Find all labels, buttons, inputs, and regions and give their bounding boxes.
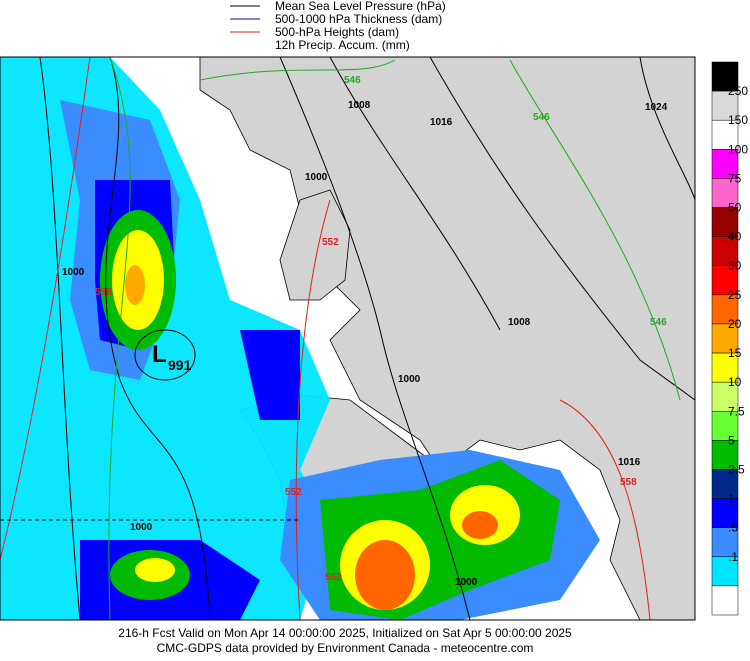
- colorbar-label: 10: [728, 375, 742, 389]
- footer-line-2: CMC-GDPS data provided by Environment Ca…: [157, 641, 534, 655]
- map-frame: [0, 56, 696, 621]
- colorbar-label: 15: [728, 346, 742, 360]
- contour-label: 546: [533, 112, 550, 123]
- height: [0, 57, 91, 561]
- low-letter: L: [152, 341, 167, 368]
- thickness: [199, 59, 396, 81]
- contour-label: 1016: [618, 457, 641, 468]
- precip-med-4: [355, 540, 415, 610]
- legend-label: Mean Sea Level Pressure (hPa): [275, 0, 446, 13]
- colorbar-block: [711, 178, 739, 208]
- colorbar-label: .1: [728, 550, 738, 564]
- colorbar-block: [711, 119, 739, 150]
- colorbar-label: 250: [728, 84, 748, 98]
- contours: [0, 57, 695, 620]
- colorbar-block: [711, 265, 739, 296]
- contour-label: 552: [322, 237, 339, 248]
- isobar: [105, 57, 211, 620]
- precip-sw-3: [135, 558, 175, 582]
- colorbar-label: 100: [728, 142, 748, 156]
- colorbar-label: 25: [728, 288, 742, 302]
- contour-label: 552: [285, 487, 302, 498]
- contour-label: 1008: [508, 317, 531, 328]
- colorbar-block: [711, 556, 739, 587]
- contour-label: 1016: [430, 117, 453, 128]
- contour-label: 1000: [130, 522, 153, 533]
- thickness: [509, 59, 681, 401]
- isobar: [639, 57, 695, 201]
- colorbar-block: [711, 585, 739, 616]
- contour-label: 1000: [62, 267, 85, 278]
- colorbar-block: [711, 61, 739, 92]
- isobar: [279, 57, 471, 620]
- colorbar-label: 30: [728, 259, 742, 273]
- low-pressure: 991: [168, 357, 192, 373]
- legend-label: 500-1000 hPa Thickness (dam): [275, 12, 442, 26]
- colorbar-block: [711, 149, 739, 179]
- legend-label: 12h Precip. Accum. (mm): [275, 38, 410, 52]
- contour-labels: 546 1008 1016 1024 546 1000 552 1000 100…: [62, 75, 668, 588]
- colorbar-label: 5: [728, 433, 735, 447]
- legend: Mean Sea Level Pressure (hPa)500-1000 hP…: [230, 0, 446, 52]
- colorbar-block: [711, 469, 739, 499]
- height: [295, 199, 331, 620]
- colorbar-label: 1: [728, 492, 735, 506]
- isobar-low: [134, 329, 196, 381]
- colorbar-block: [711, 323, 739, 354]
- colorbar-label: 150: [728, 113, 748, 127]
- precip-biscay: [240, 330, 300, 420]
- precip-ireland-30: [125, 265, 145, 305]
- isobar: [39, 57, 81, 620]
- contour-label: 558: [620, 477, 637, 488]
- colorbar: 250 150 100 75 50 40 30 25 20 15 10 7.5 5 2.5 1 .5 .1: [711, 61, 748, 616]
- land-britain: [279, 189, 351, 301]
- contour-label: 1000: [398, 374, 421, 385]
- contour-label: 546: [344, 75, 361, 86]
- contour-label: 1000: [305, 172, 328, 183]
- colorbar-label: 50: [728, 201, 742, 215]
- footer-line-1: 216-h Fcst Valid on Mon Apr 14 00:00:00 …: [118, 626, 572, 640]
- colorbar-block: [711, 207, 739, 237]
- height: [559, 399, 651, 620]
- contour-label: 1000: [455, 577, 478, 588]
- contour-label: 546: [650, 317, 667, 328]
- map: L 991 546 1008 1016 1024 546 1000 552 10…: [0, 56, 696, 621]
- colorbar-label: 7.5: [728, 404, 745, 418]
- contour-label: 1024: [645, 102, 668, 113]
- colorbar-label: 40: [728, 230, 742, 244]
- thickness: [108, 57, 131, 620]
- colorbar-label: .5: [728, 521, 738, 535]
- colorbar-label: 20: [728, 317, 742, 331]
- colorbar-label: 75: [728, 171, 742, 185]
- colorbar-block: [711, 527, 739, 558]
- contour-label: 552: [325, 572, 342, 583]
- precip-med-6: [462, 511, 498, 539]
- legend-label: 500-hPa Heights (dam): [275, 25, 399, 39]
- colorbar-label: 2.5: [728, 462, 745, 476]
- colorbar-block: [711, 440, 739, 470]
- isobar: [429, 57, 695, 401]
- colorbar-block: [711, 90, 739, 121]
- contour-label: 1008: [348, 100, 371, 111]
- contour-label: 558: [95, 287, 112, 298]
- isobar: [329, 57, 501, 331]
